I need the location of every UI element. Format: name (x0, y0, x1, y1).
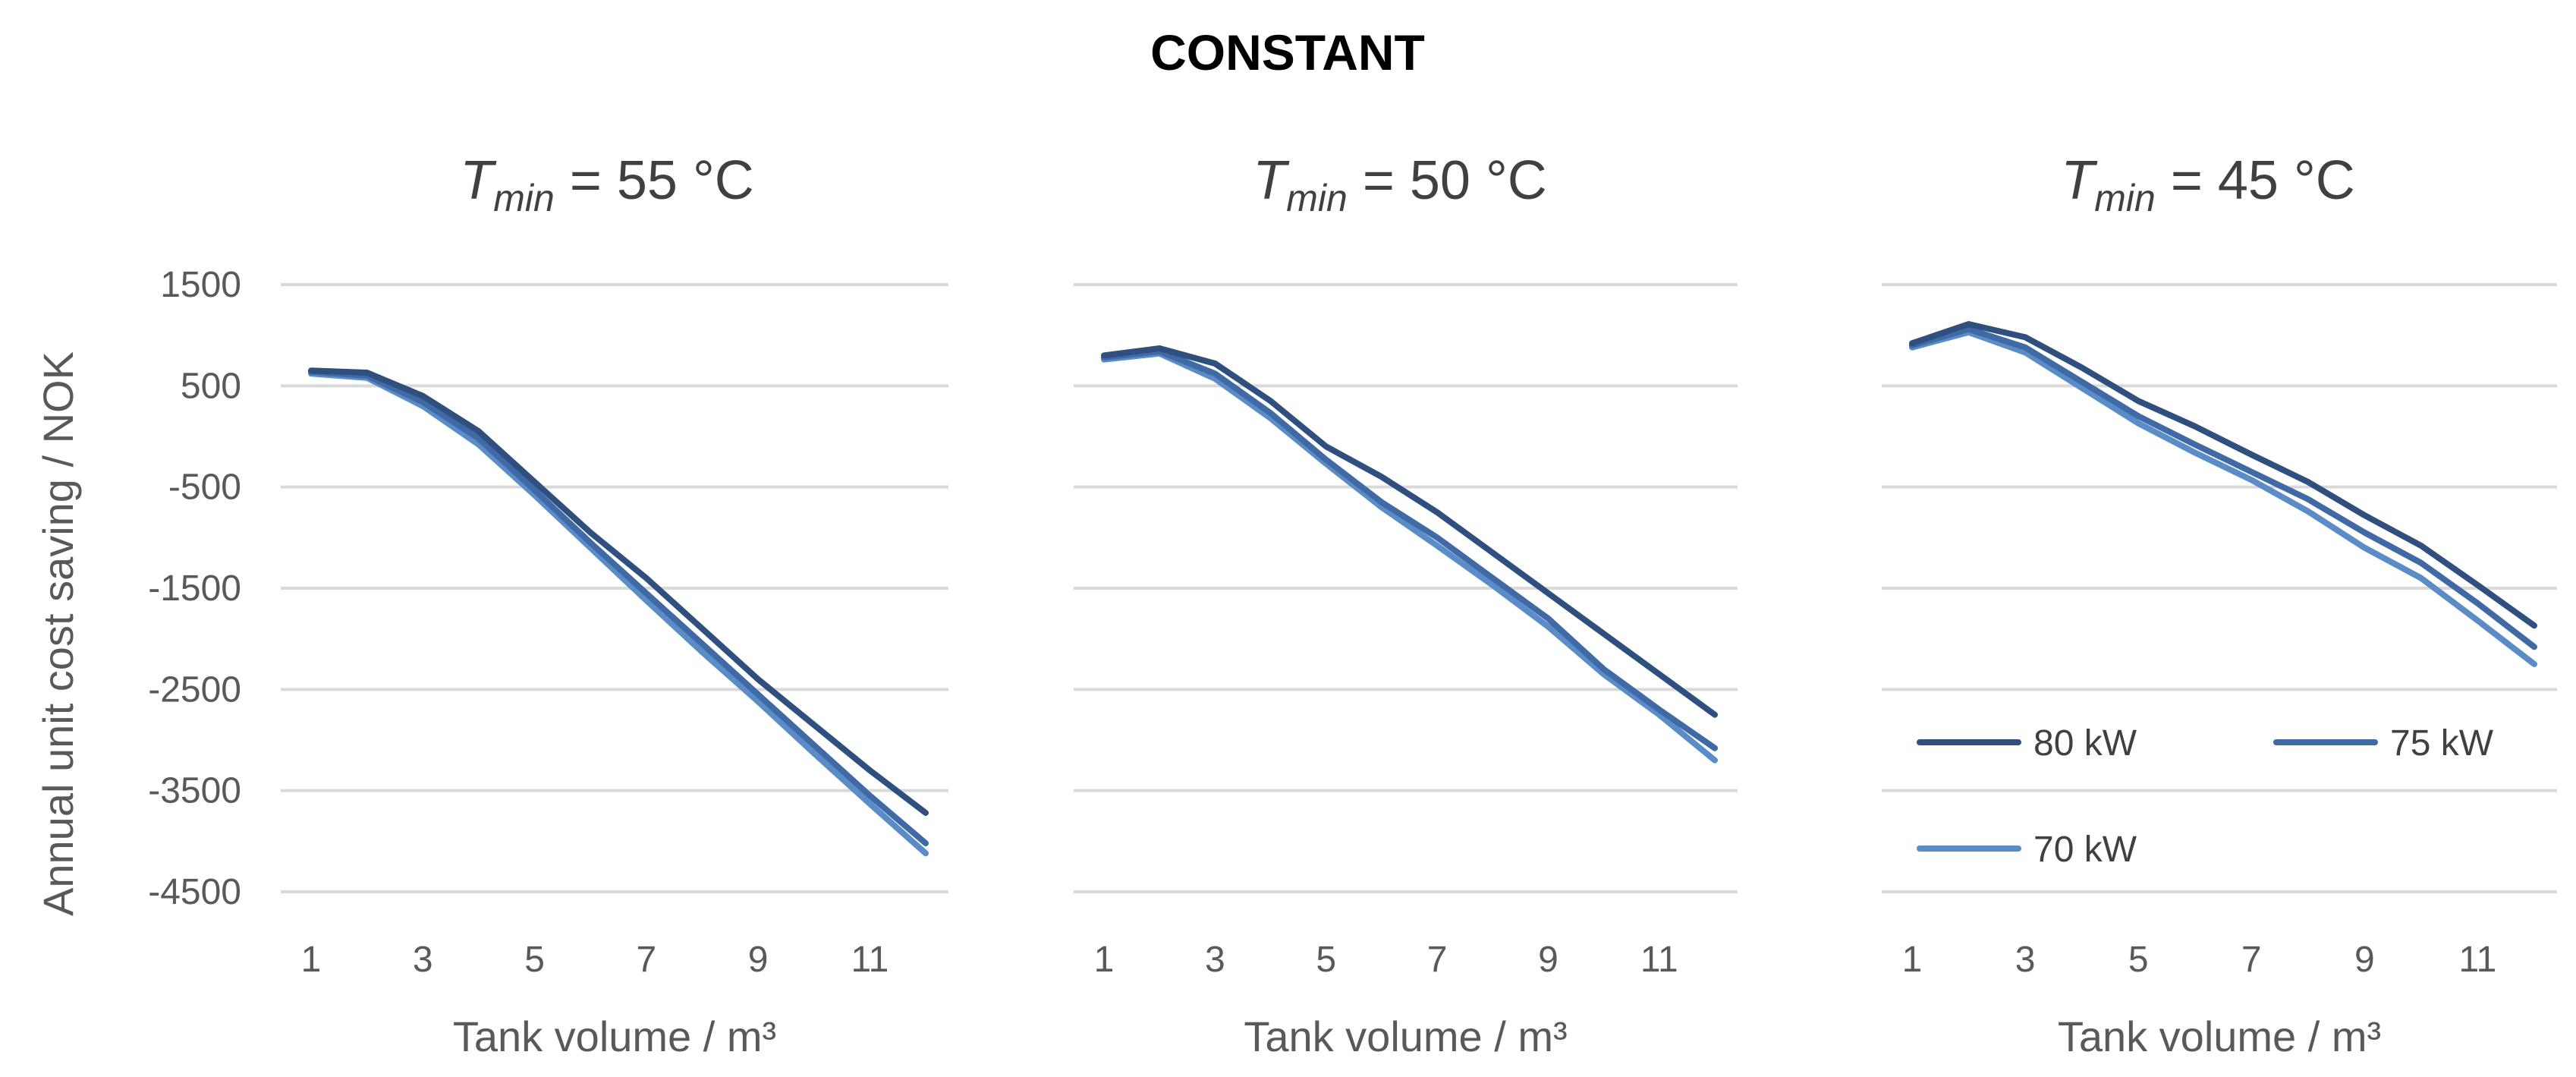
x-tick-label: 11 (851, 940, 889, 980)
x-tick-label: 1 (301, 940, 322, 980)
legend-label: 80 kW (2033, 723, 2137, 764)
x-tick-label: 11 (2459, 940, 2497, 980)
x-tick-label: 7 (1427, 940, 1448, 980)
panel-title: Tmin = 55 °C (460, 150, 754, 219)
x-tick-label: 9 (1538, 940, 1558, 980)
panel-title-subscript: min (1286, 177, 1348, 219)
series-line-80kw (1101, 345, 1718, 718)
x-tick-label: 5 (2128, 940, 2149, 980)
chart-panels: Tmin = 55 °C 1500 500 -500 -1500 -2500 -3500 -4… (148, 150, 2557, 1060)
legend-item: 75 kW (2273, 723, 2494, 764)
x-axis-label: Tank volume / m³ (2058, 1012, 2381, 1060)
panel-title-value: = 45 °C (2156, 150, 2355, 211)
y-tick-label: -500 (168, 468, 241, 508)
y-tick-label: -2500 (148, 669, 241, 710)
legend-label: 70 kW (2033, 830, 2137, 870)
x-tick-label: 3 (413, 940, 433, 980)
panel-2: Tmin = 50 °C 1 3 5 7 9 11 Tank volume / m³ (1074, 150, 1738, 1060)
series-line-80kw (308, 367, 929, 816)
x-tick-label: 1 (1094, 940, 1115, 980)
series-line-75kw (1909, 326, 2537, 650)
y-tick-label: 1500 (160, 265, 241, 305)
x-tick-label: 9 (2354, 940, 2375, 980)
panel-title-variable: T (2061, 150, 2098, 211)
x-tick-label: 11 (1640, 940, 1678, 980)
panel-title-variable: T (1253, 150, 1290, 211)
series-line-70kw (308, 370, 929, 857)
panel-3: Tmin = 45 °C 1 3 5 7 9 11 Tank volume / m³ 80 kW… (1882, 150, 2557, 1060)
series-line-75kw (308, 368, 929, 846)
panel-title: Tmin = 45 °C (2061, 150, 2355, 219)
x-tick-label: 7 (636, 940, 656, 980)
y-tick-label: 500 (181, 366, 241, 406)
x-tick-label: 9 (748, 940, 769, 980)
series-line-80kw (1909, 321, 2537, 629)
x-tick-label: 5 (1316, 940, 1336, 980)
y-axis-label: Annual unit cost saving / NOK (34, 351, 82, 916)
x-tick-label: 3 (1205, 940, 1225, 980)
panel-title-value: = 55 °C (555, 150, 754, 211)
y-tick-label: -4500 (148, 872, 241, 912)
x-axis-label: Tank volume / m³ (1244, 1012, 1567, 1060)
panel-title-subscript: min (493, 177, 555, 219)
chart-title: CONSTANT (1150, 24, 1425, 80)
x-axis-label: Tank volume / m³ (453, 1012, 776, 1060)
series-line-75kw (1101, 348, 1718, 751)
x-tick-label: 1 (1902, 940, 1923, 980)
panel-title-variable: T (460, 150, 497, 211)
x-tick-label: 5 (524, 940, 545, 980)
panel-title: Tmin = 50 °C (1253, 150, 1547, 219)
x-tick-label: 3 (2015, 940, 2036, 980)
x-tick-label: 7 (2241, 940, 2262, 980)
legend-label: 75 kW (2390, 723, 2494, 764)
panel-title-value: = 50 °C (1348, 150, 1547, 211)
y-tick-label: -3500 (148, 771, 241, 811)
panel-title-subscript: min (2094, 177, 2156, 219)
legend-item: 70 kW (1917, 830, 2137, 870)
y-tick-label: -1500 (148, 568, 241, 609)
panel-1: Tmin = 55 °C 1500 500 -500 -1500 -2500 -3500 -4… (148, 150, 948, 1060)
legend: 80 kW 75 kW 70 kW (1917, 723, 2494, 870)
legend-item: 80 kW (1917, 723, 2137, 764)
series-line-70kw (1909, 329, 2537, 667)
series-line-70kw (1101, 350, 1718, 764)
